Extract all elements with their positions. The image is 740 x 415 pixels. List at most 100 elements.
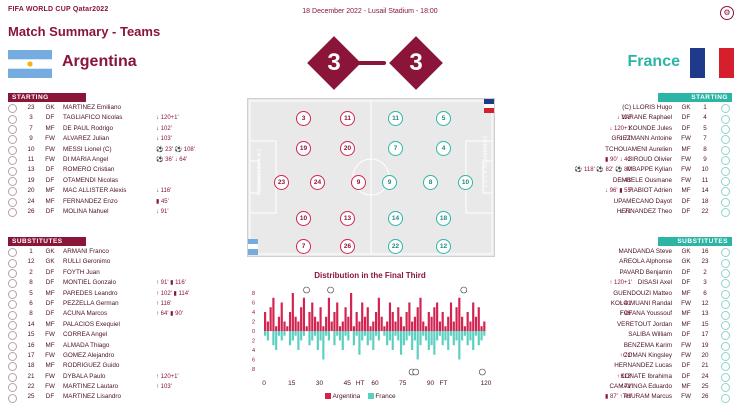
chart-legend: Argentina France [325,393,396,400]
player-row[interactable]: GUENDOUZI Matteo MF 6 [505,289,732,299]
player-row[interactable]: 8 DF ACUNA Marcos ↑ 64' ▮ 90' [8,309,238,320]
player-row[interactable]: ↑ 96' FOFANA Youssouf MF 13 [505,309,732,320]
pitch-player-argentina[interactable]: 26 [340,239,355,254]
player-row[interactable]: ▮ 87' ↑ 41' THURAM Marcus FW 26 [505,392,732,403]
player-row[interactable]: ▮ 90' ↓ 41' GIROUD Olivier FW 9 [505,155,732,166]
player-row[interactable]: ↓ 41' DEMBELE Ousmane FW 11 [505,176,732,186]
player-row[interactable]: 20 MF MAC ALLISTER Alexis ↓ 116' [8,186,238,197]
player-row[interactable]: ↓ 120+1' KOUNDE Jules DF 5 [505,124,732,134]
player-row[interactable]: 1 GK ARMANI Franco [8,247,238,258]
player-row[interactable]: ↓ 113' VARANE Raphael DF 4 [505,113,732,124]
player-events: ↓ 71' [619,208,633,215]
player-icon [721,383,730,393]
player-row[interactable]: ↑ 71' CAMAVINGA Eduardo MF 25 [505,382,732,393]
pitch-player-france[interactable]: 14 [388,211,403,226]
bar-argentina [383,326,386,331]
player-row[interactable]: 7 MF DE PAUL Rodrigo ↓ 102' [8,124,238,134]
player-row[interactable]: HERNANDEZ Lucas DF 21 [505,361,732,372]
pitch-player-france[interactable]: 12 [436,239,451,254]
player-row[interactable]: (C) LLORIS Hugo GK 1 [505,103,732,114]
player-row[interactable]: 5 MF PAREDES Leandro ↑ 102' ▮ 114' [8,289,238,299]
pitch-player-france[interactable]: 18 [436,211,451,226]
player-number: 16 [701,248,709,255]
player-row[interactable]: PAVARD Benjamin DF 2 [505,268,732,278]
player-row[interactable]: 26 DF MOLINA Nahuel ↓ 91' [8,207,238,218]
player-row[interactable]: 19 DF OTAMENDI Nicolas [8,176,238,186]
player-row[interactable]: AREOLA Alphonse GK 23 [505,257,732,268]
player-row[interactable]: ↑ 41' KOLO MUANI Randal FW 12 [505,299,732,310]
player-row[interactable]: ↑ 71' COMAN Kingsley FW 20 [505,351,732,362]
player-icon [8,248,17,258]
player-row[interactable]: 23 GK MARTINEZ Emiliano [8,103,238,114]
player-name: GOMEZ Alejandro [63,351,115,359]
pitch-player-argentina[interactable]: 3 [296,111,311,126]
player-number: 10 [701,166,709,174]
settings-icon[interactable]: ⚙ [720,6,734,20]
player-row[interactable]: ↑ 120+1' DISASI Axel DF 3 [505,278,732,289]
player-row[interactable]: 2 DF FOYTH Juan [8,268,238,278]
player-row[interactable]: ⚽ 118' ⚽ 82' ⚽ 80' MBAPPE Kylian FW 10 [505,165,732,176]
player-row[interactable]: ↓ 71' GRIEZMANN Antoine FW 7 [505,134,732,145]
player-row[interactable]: ↑ 113' KONATE Ibrahima DF 24 [505,372,732,382]
pitch-player-argentina[interactable]: 10 [296,211,311,226]
pitch-player-argentina[interactable]: 20 [340,141,355,156]
player-position: MF [45,289,55,297]
player-row[interactable]: 6 DF PEZZELLA German ↑ 116' [8,299,238,310]
argentina-flag-icon [8,50,52,78]
pitch-player-argentina[interactable]: 19 [296,141,311,156]
bar-argentina [264,312,267,331]
player-row[interactable]: 14 MF PALACIOS Exequiel [8,320,238,330]
player-row[interactable]: 22 FW MARTINEZ Lautaro ↑ 103' [8,382,238,393]
player-row[interactable]: BENZEMA Karim FW 19 [505,341,732,351]
player-row[interactable]: 3 DF TAGLIAFICO Nicolas ↓ 120+1' [8,113,238,124]
player-icon [8,187,17,197]
player-row[interactable]: 21 FW DYBALA Paulo ↑ 120+1' [8,372,238,382]
player-row[interactable]: TCHOUAMENI Aurelien MF 8 [505,145,732,155]
bar-france [338,331,342,341]
player-row[interactable]: 9 FW ALVAREZ Julian ↓ 103' [8,134,238,145]
player-row[interactable]: ↓ 96' ▮ 55' RABIOT Adrien MF 14 [505,186,732,197]
player-name: MARTINEZ Lautaro [63,383,119,391]
pitch-player-argentina[interactable]: 23 [274,175,289,190]
goal-marker-icon [412,368,419,376]
player-number: 12 [701,299,709,307]
bar-france [438,331,441,336]
pitch-player-france[interactable]: 11 [388,111,403,126]
bar-france [469,331,472,341]
player-row[interactable]: VERETOUT Jordan MF 15 [505,320,732,330]
pitch-player-argentina[interactable]: 11 [340,111,355,126]
bar-argentina [352,326,355,331]
player-row[interactable]: 8 DF MONTIEL Gonzalo ↑ 91' ▮ 116' [8,278,238,289]
player-position: FW [681,155,691,163]
player-row[interactable]: 16 MF ALMADA Thiago [8,341,238,351]
pitch-player-france[interactable]: 9 [382,175,397,190]
pitch-player-france[interactable]: 8 [423,175,438,190]
pitch-player-france[interactable]: 5 [436,111,451,126]
home-score: 3 [327,49,341,76]
bar-france [363,331,367,336]
player-row[interactable]: 11 FW DI MARIA Angel ⚽ 36' ↓ 64' [8,155,238,166]
player-row[interactable]: 15 FW CORREA Angel [8,330,238,341]
player-row[interactable]: 25 DF MARTINEZ Lisandro [8,392,238,403]
player-row[interactable]: SALIBA William DF 17 [505,330,732,341]
pitch-player-argentina[interactable]: 7 [296,239,311,254]
player-row[interactable]: 12 GK RULLI Geronimo [8,257,238,268]
player-row[interactable]: 13 DF ROMERO Cristian [8,165,238,176]
argentina-starting-header: STARTING [8,93,86,102]
pitch-player-argentina[interactable]: 13 [340,211,355,226]
pitch-player-france[interactable]: 22 [388,239,403,254]
player-row[interactable]: MANDANDA Steve GK 16 [505,247,732,258]
pitch-player-france[interactable]: 4 [436,141,451,156]
player-row[interactable]: 17 FW GOMEZ Alejandro [8,351,238,362]
pitch-player-argentina[interactable]: 24 [310,175,325,190]
player-row[interactable]: 10 FW MESSI Lionel (C) ⚽ 23' ⚽ 108' [8,145,238,155]
pitch-player-france[interactable]: 10 [458,175,473,190]
player-row[interactable]: ↓ 71' HERNANDEZ Theo DF 22 [505,207,732,218]
player-row[interactable]: 18 MF RODRIGUEZ Guido [8,361,238,372]
y-tick-label: 2 [252,320,255,326]
player-row[interactable]: UPAMECANO Dayot DF 18 [505,197,732,207]
pitch-player-argentina[interactable]: 9 [351,175,366,190]
formation-pitch: FORMATION 4-4-2 FORMATION 4-2-3-1 3 11 19 2… [247,98,495,257]
player-row[interactable]: 24 MF FERNANDEZ Enzo ▮ 45' [8,197,238,207]
pitch-player-france[interactable]: 7 [388,141,403,156]
